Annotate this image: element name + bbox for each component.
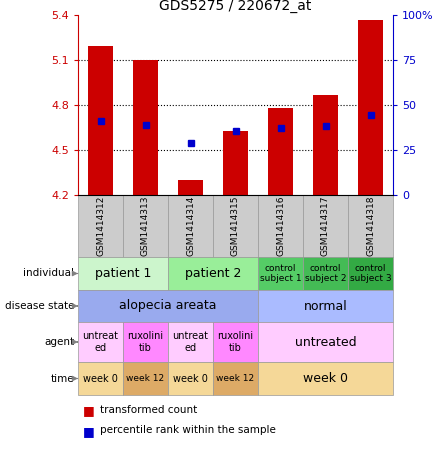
Bar (358, 19, 383, 195)
Text: ruxolini
tib: ruxolini tib (217, 331, 254, 353)
Bar (78, 257, 168, 290)
Text: control
subject 3: control subject 3 (350, 264, 391, 283)
Bar (168, 257, 258, 290)
Text: GSM1414316: GSM1414316 (276, 196, 285, 256)
Bar (78, 362, 123, 395)
Bar (168, 362, 213, 395)
Text: week 12: week 12 (216, 374, 254, 383)
Bar (168, 322, 213, 362)
Bar (348, 257, 393, 290)
Bar (168, 195, 213, 257)
Text: GSM1414314: GSM1414314 (186, 196, 195, 256)
Bar (303, 257, 348, 290)
Bar (123, 322, 168, 362)
Bar (123, 362, 168, 395)
Bar (258, 257, 303, 290)
Bar (123, 195, 168, 257)
Bar (258, 362, 393, 395)
Bar (78, 195, 123, 257)
Text: GSM1414313: GSM1414313 (141, 196, 150, 256)
Text: patient 2: patient 2 (185, 267, 241, 280)
Text: GSM1414317: GSM1414317 (321, 196, 330, 256)
Text: percentile rank within the sample: percentile rank within the sample (100, 425, 276, 435)
Text: untreated: untreated (295, 336, 356, 348)
Text: week 12: week 12 (127, 374, 165, 383)
Text: agent: agent (44, 337, 74, 347)
Text: GSM1414312: GSM1414312 (96, 196, 105, 256)
Text: disease state: disease state (5, 301, 74, 311)
Text: ■: ■ (82, 425, 94, 438)
Text: control
subject 2: control subject 2 (305, 264, 346, 283)
Text: normal: normal (304, 299, 347, 313)
Text: week 0: week 0 (173, 374, 208, 384)
Bar (88, 47, 113, 195)
Bar (268, 108, 293, 195)
Text: week 0: week 0 (303, 372, 348, 385)
Bar (78, 290, 258, 322)
Bar (178, 180, 203, 195)
Bar (223, 130, 248, 195)
Text: GSM1414318: GSM1414318 (366, 196, 375, 256)
Bar (78, 322, 123, 362)
Text: GSM1414315: GSM1414315 (231, 196, 240, 256)
Bar (258, 322, 393, 362)
Text: alopecia areata: alopecia areata (119, 299, 217, 313)
Bar (303, 195, 348, 257)
Bar (213, 362, 258, 395)
Bar (258, 290, 393, 322)
Text: individual: individual (23, 269, 74, 279)
Text: ruxolini
tib: ruxolini tib (127, 331, 163, 353)
Bar (348, 195, 393, 257)
Title: GDS5275 / 220672_at: GDS5275 / 220672_at (159, 0, 312, 13)
Bar (213, 322, 258, 362)
Bar (133, 60, 158, 195)
Text: transformed count: transformed count (100, 405, 197, 414)
Text: control
subject 1: control subject 1 (260, 264, 301, 283)
Text: patient 1: patient 1 (95, 267, 151, 280)
Text: week 0: week 0 (83, 374, 118, 384)
Bar (258, 195, 303, 257)
Bar (213, 195, 258, 257)
Text: ■: ■ (82, 405, 94, 418)
Text: time: time (51, 374, 74, 384)
Text: untreat
ed: untreat ed (173, 331, 208, 353)
Text: untreat
ed: untreat ed (82, 331, 119, 353)
Bar (313, 95, 338, 195)
